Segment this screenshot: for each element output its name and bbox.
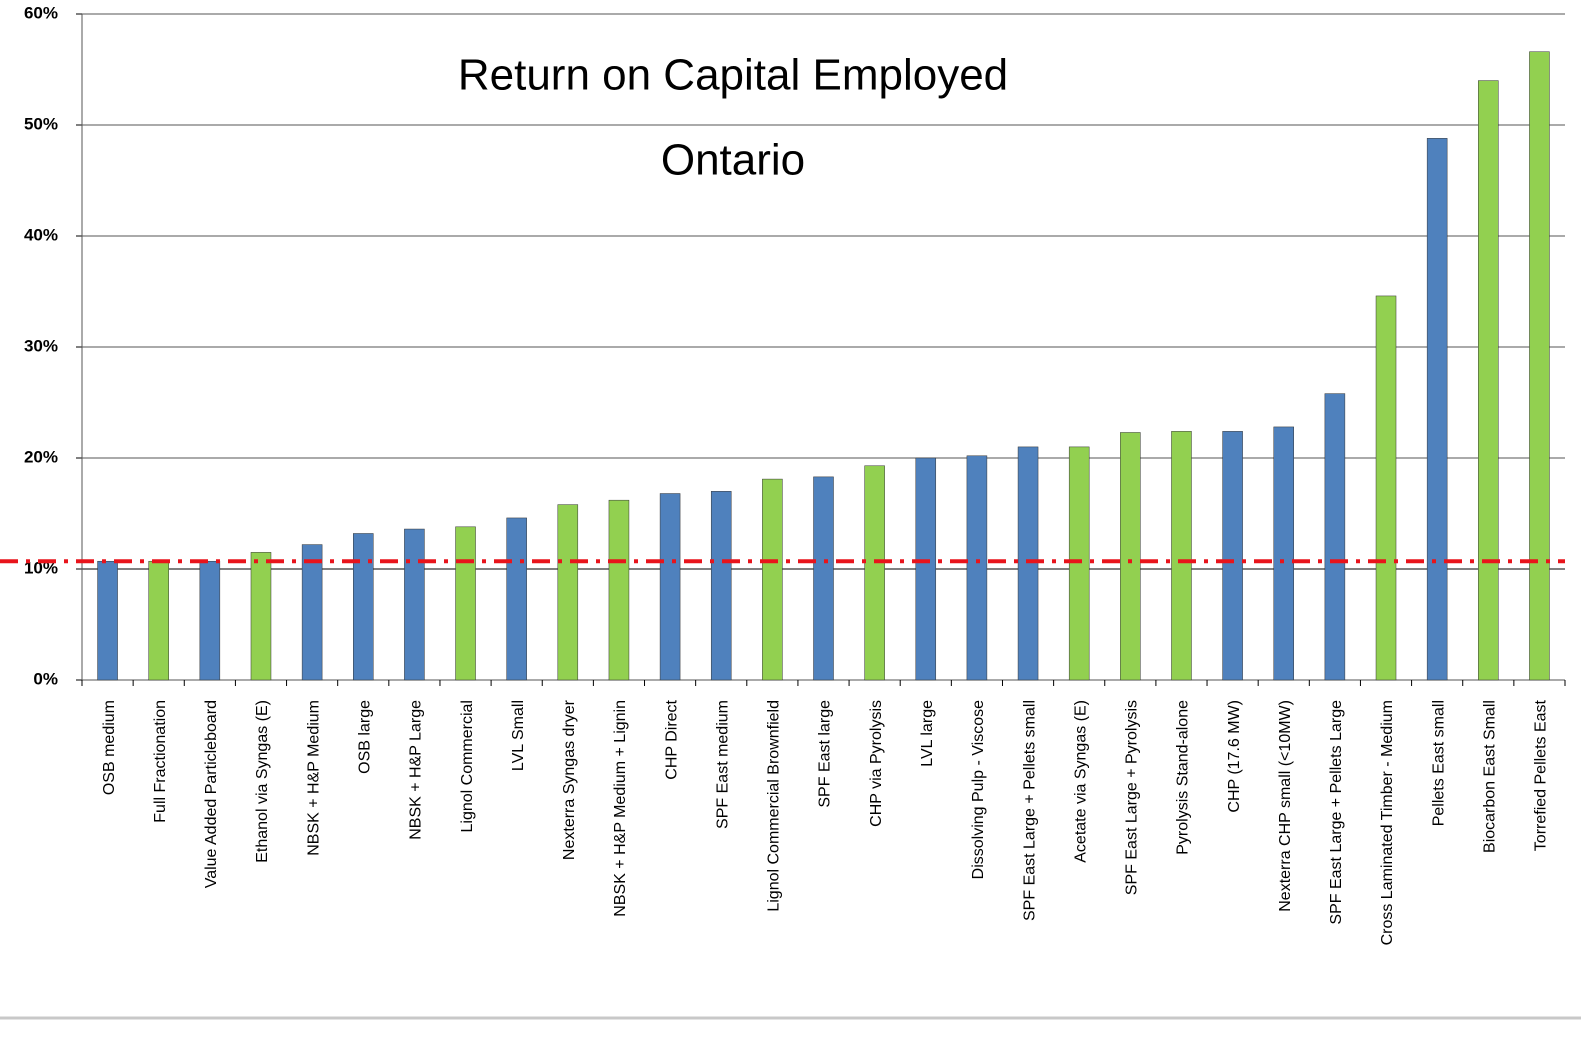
bar [1222, 431, 1243, 681]
x-tick-label: Value Added Particleboard [203, 700, 220, 888]
x-tick-label: LVL Small [510, 700, 527, 771]
bar [1375, 295, 1397, 681]
y-tick-label: 60% [24, 3, 58, 22]
y-tick-label: 30% [24, 336, 58, 355]
bar [966, 455, 988, 681]
x-tick-label: Ethanol via Syngas (E) [254, 700, 271, 863]
bar [353, 533, 374, 681]
x-tick-label: Lignol Commercial Brownfield [766, 700, 783, 912]
chart-subtitle: Ontario [661, 136, 805, 185]
bar [1426, 138, 1448, 681]
bar [915, 457, 937, 681]
y-tick-label: 20% [24, 447, 58, 466]
bar [250, 552, 272, 681]
x-tick-label: Nexterra Syngas dryer [561, 699, 578, 860]
bar [1324, 393, 1346, 681]
x-tick-label: Pellets East small [1430, 700, 1447, 826]
y-tick-label: 10% [24, 558, 58, 577]
bar [1171, 431, 1192, 681]
bar [455, 526, 476, 681]
x-tick-label: SPF East large [817, 700, 834, 808]
bar [1120, 432, 1141, 681]
x-tick-label: Biocarbon East Small [1482, 700, 1499, 853]
bar [864, 465, 885, 681]
x-tick-label: NBSK + H&P Medium + Lignin [612, 700, 629, 917]
x-tick-label: SPF East Large + Pyrolysis [1124, 700, 1141, 895]
bar [557, 504, 579, 681]
x-tick-label: Dissolving Pulp - Viscose [970, 700, 987, 879]
bar [1068, 446, 1090, 681]
x-tick-label: CHP via Pyrolysis [868, 700, 885, 827]
bar [301, 544, 323, 681]
x-tick-label: Acetate via Syngas (E) [1072, 700, 1089, 863]
bar [506, 517, 527, 681]
chart-title: Return on Capital Employed [458, 51, 1008, 100]
x-tick-label: NBSK + H&P Large [408, 700, 425, 840]
bar [1017, 446, 1039, 681]
x-tick-label: Nexterra CHP small (<10MW) [1277, 700, 1294, 912]
x-tick-label: CHP Direct [663, 699, 680, 779]
bar [659, 493, 681, 681]
x-tick-label: Lignol Commercial [459, 700, 476, 833]
bar [762, 478, 783, 681]
x-tick-label: SPF East Large + Pellets Large [1328, 700, 1345, 925]
bar [608, 499, 630, 681]
y-tick-label: 50% [24, 114, 58, 133]
y-tick-label: 0% [33, 669, 58, 688]
x-tick-label: Torrefied Pellets East [1533, 699, 1550, 851]
bar [148, 560, 169, 681]
x-tick-label: SPF East Large + Pellets small [1021, 700, 1038, 921]
x-tick-label: OSB medium [101, 700, 118, 795]
x-tick-label: NBSK + H&P Medium [305, 700, 322, 856]
bar [97, 560, 118, 681]
bar [1529, 51, 1550, 681]
bar [710, 491, 732, 681]
bar [404, 528, 425, 681]
x-tick-label: LVL large [919, 700, 936, 767]
x-tick-label: CHP (17.6 MW) [1226, 700, 1243, 813]
bar [1273, 426, 1294, 681]
bar [199, 560, 221, 681]
x-tick-label: OSB large [356, 700, 373, 774]
x-tick-label: Cross Laminated Timber - Medium [1379, 700, 1396, 945]
bar [813, 476, 834, 681]
x-tick-label: SPF East medium [714, 700, 731, 829]
bar [1478, 80, 1499, 681]
y-tick-label: 40% [24, 225, 58, 244]
x-tick-label: Full Fractionation [152, 700, 169, 823]
x-tick-label: Pyrolysis Stand-alone [1175, 700, 1192, 855]
